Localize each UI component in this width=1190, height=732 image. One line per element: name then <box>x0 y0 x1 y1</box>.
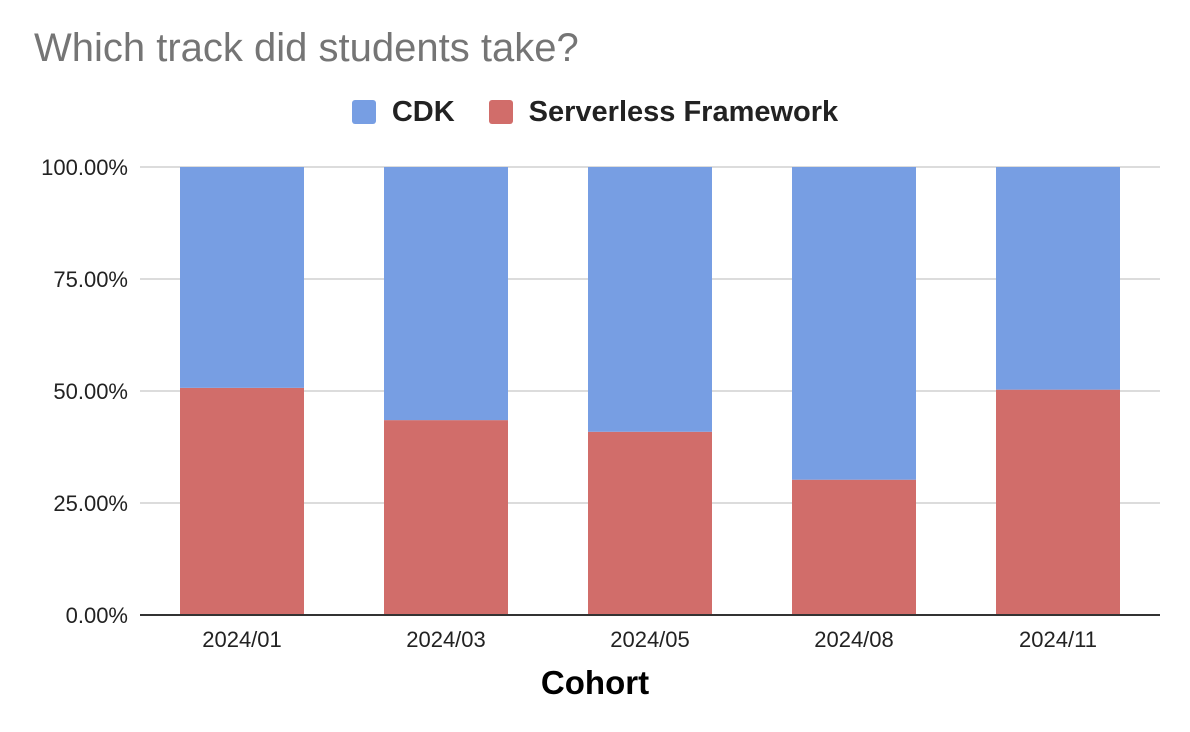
y-tick-label: 100.00% <box>41 155 128 180</box>
bar-cdk <box>384 167 508 421</box>
x-tick-label: 2024/03 <box>406 627 486 652</box>
legend-label-cdk: CDK <box>391 95 455 128</box>
legend-swatch-cdk <box>351 100 376 124</box>
x-tick-label: 2024/08 <box>814 627 894 652</box>
x-tick-label: 2024/05 <box>610 627 690 652</box>
x-tick-label: 2024/01 <box>202 627 282 652</box>
bar-serverless-framework <box>996 389 1120 615</box>
y-tick-label: 75.00% <box>53 267 128 292</box>
legend-item-cdk[interactable]: CDK <box>351 95 455 129</box>
legend-label-serverless-framework: Serverless Framework <box>528 95 839 128</box>
legend-swatch-serverless-framework <box>488 100 513 124</box>
bar-serverless-framework <box>588 431 712 615</box>
bar-serverless-framework <box>384 420 508 615</box>
bar-cdk <box>792 167 916 480</box>
y-tick-label: 50.00% <box>53 379 128 404</box>
legend-item-serverless-framework[interactable]: Serverless Framework <box>488 95 839 129</box>
bar-cdk <box>588 167 712 432</box>
bar-serverless-framework <box>792 479 916 615</box>
y-tick-label: 0.00% <box>66 603 128 628</box>
x-axis-label: Cohort <box>540 664 650 701</box>
chart-title: Which track did students take? <box>34 26 579 70</box>
legend: CDK Serverless Framework <box>0 92 1190 132</box>
bar-cdk <box>180 167 304 388</box>
x-tick-label: 2024/11 <box>1019 627 1097 652</box>
y-tick-label: 25.00% <box>53 491 128 516</box>
bar-cdk <box>996 167 1120 390</box>
bar-serverless-framework <box>180 387 304 615</box>
